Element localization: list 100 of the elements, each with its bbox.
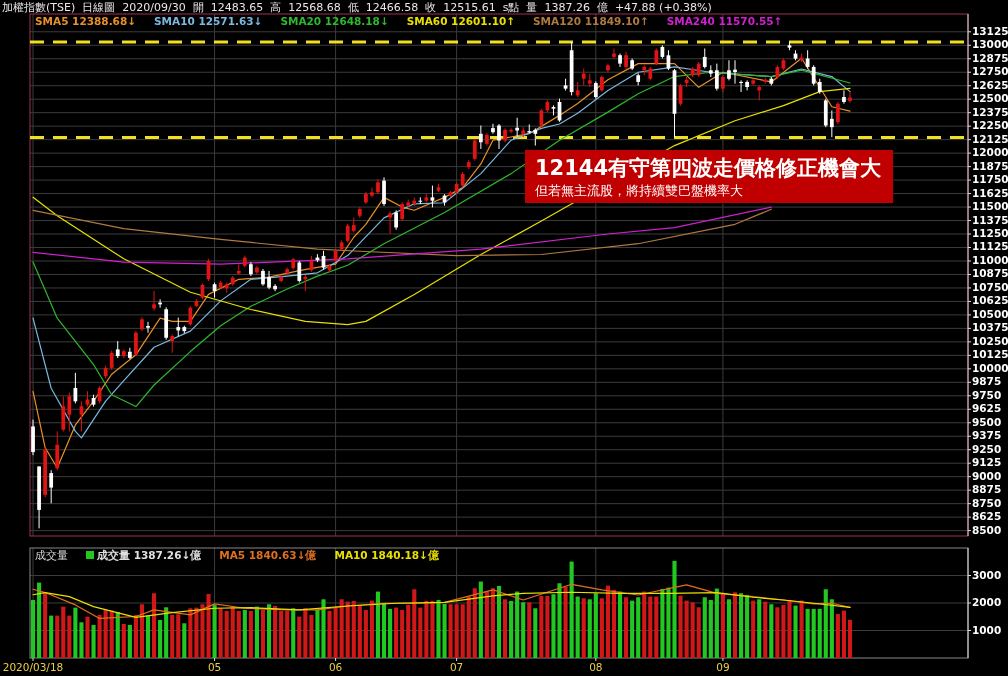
y-tick-label: 12375 — [972, 105, 1008, 118]
text: 12515.61 — [443, 1, 496, 14]
bar — [103, 609, 108, 658]
candlestick — [279, 274, 284, 284]
bar — [412, 589, 417, 658]
bar — [708, 599, 713, 658]
y-tick-label: 10500 — [972, 307, 1008, 320]
bar — [170, 614, 175, 658]
bar — [260, 609, 266, 658]
candlestick — [811, 64, 816, 86]
bar — [339, 599, 344, 658]
y-tick-label: 8625 — [972, 510, 1002, 523]
candlestick — [49, 469, 54, 504]
bar — [684, 600, 689, 658]
bar — [799, 600, 804, 658]
text: 低 — [347, 1, 359, 14]
bar — [472, 588, 477, 658]
chart-title: 成交量 — [35, 549, 68, 562]
bar — [55, 615, 60, 658]
line-series — [32, 208, 772, 257]
bar — [133, 614, 138, 658]
y-tick-label: 11500 — [972, 200, 1008, 213]
bar — [400, 609, 405, 658]
candlestick — [170, 333, 175, 354]
y-tick-label: 10125 — [972, 348, 1008, 361]
x-tick-label: 06 — [328, 661, 343, 673]
bar — [841, 610, 846, 658]
candlestick — [152, 290, 156, 312]
text: 日線圖 — [82, 1, 116, 14]
bar — [509, 600, 514, 658]
bar — [158, 619, 163, 658]
bar — [254, 606, 259, 658]
bar — [502, 599, 508, 658]
bar — [176, 614, 181, 658]
bar — [109, 610, 114, 658]
x-tick-label: 09 — [716, 661, 730, 673]
bar — [43, 593, 48, 658]
bar — [67, 615, 72, 658]
bar — [702, 597, 707, 658]
bar — [182, 623, 187, 658]
candlestick — [134, 330, 138, 357]
bar — [236, 610, 241, 658]
bar — [490, 588, 496, 658]
bar — [714, 588, 719, 658]
text: 高 — [270, 1, 282, 14]
bar — [303, 608, 308, 658]
bar — [73, 607, 78, 658]
bar — [690, 602, 695, 658]
bar — [533, 608, 538, 658]
y-tick-label: 9875 — [972, 375, 1002, 388]
bar — [605, 585, 610, 658]
bar — [593, 593, 598, 658]
bar — [127, 624, 132, 658]
text: MA5 1840.63↓億 — [219, 549, 318, 561]
bar — [781, 604, 786, 658]
bar — [654, 596, 659, 658]
bar — [726, 599, 732, 658]
bar — [273, 605, 278, 658]
bar — [97, 614, 102, 658]
bar — [30, 599, 36, 658]
bar — [751, 600, 756, 658]
candlestick — [714, 63, 719, 92]
bar — [381, 603, 387, 658]
bar — [279, 610, 284, 658]
candlestick — [370, 187, 374, 198]
candlestick — [400, 201, 405, 222]
bar — [424, 600, 429, 658]
candlestick — [472, 138, 477, 162]
candlestick — [842, 89, 846, 105]
y-tick-label: 3000 — [972, 568, 1002, 581]
bar — [545, 595, 550, 658]
candlestick — [394, 209, 398, 231]
candlestick — [127, 347, 132, 360]
y-tick-label: 9250 — [972, 442, 1002, 455]
bar — [484, 591, 489, 658]
line-series — [32, 591, 851, 618]
text: 1387.26 — [544, 1, 590, 14]
text: 12144有守第四波走價格修正機會大 — [535, 156, 883, 180]
bar — [539, 595, 544, 658]
y-tick-label: 12500 — [972, 92, 1008, 105]
legend-label: 成交量 1387.26↓億 — [96, 549, 203, 561]
bar — [515, 591, 520, 658]
text: 12568.68 — [288, 1, 341, 14]
bar — [817, 608, 822, 658]
y-tick-label: 10625 — [972, 294, 1008, 307]
text: 加權指數(TSE) — [2, 1, 76, 14]
bar — [285, 610, 290, 658]
text: +47.88 (+0.38%) — [614, 1, 712, 14]
bar — [569, 561, 574, 658]
candlestick — [273, 283, 277, 292]
bar — [297, 616, 302, 658]
bar — [327, 610, 332, 658]
bar — [79, 622, 84, 658]
y-tick-label: 2000 — [972, 596, 1002, 608]
bar — [805, 608, 810, 658]
candlestick — [539, 108, 544, 128]
candlestick — [430, 185, 435, 208]
candlestick — [836, 101, 840, 125]
text: SMA120 11849.10↑ — [533, 15, 649, 27]
y-tick-label: 10000 — [972, 361, 1008, 374]
